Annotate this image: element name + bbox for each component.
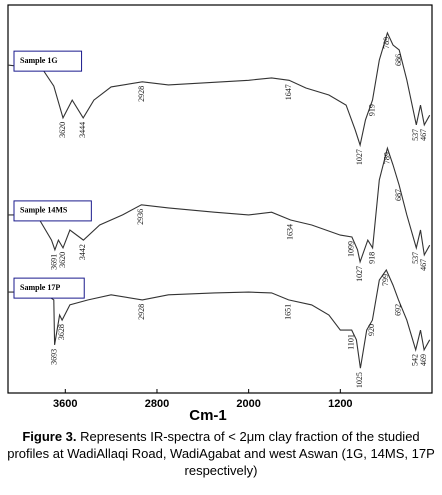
x-tick-label: 2800: [145, 398, 169, 410]
peak-label: 789: [382, 37, 391, 49]
peak-label: 3444: [78, 122, 87, 138]
peak-label: 3693: [49, 349, 58, 365]
legend-box: [13, 200, 92, 222]
peak-label: 1651: [283, 304, 292, 320]
peak-label: 542: [411, 354, 420, 366]
peak-label: 919: [367, 104, 376, 116]
peak-label: 1025: [355, 372, 364, 388]
caption-label: Figure 3.: [22, 429, 77, 444]
spectrum-line: [7, 31, 431, 148]
peak-label: 1027: [355, 149, 364, 165]
peak-label: 2928: [137, 304, 146, 320]
x-tick-label: 1200: [328, 398, 352, 410]
peak-label: 537: [411, 129, 420, 141]
x-tick-label: 3600: [53, 398, 77, 410]
caption: Figure 3. Represents IR-spectra of < 2μm…: [6, 428, 436, 479]
peak-label: 687: [394, 189, 403, 201]
peak-label: 1101: [346, 334, 355, 350]
peak-label: 3620: [58, 122, 67, 138]
legend-box: [13, 50, 83, 72]
chart: Cm-1 3600 2800 2000 1200 Sample 1G 3620 3444 29…: [7, 4, 433, 424]
legend-label: Sample 14MS: [20, 206, 68, 215]
legend-box: [13, 277, 85, 299]
peak-label: 2928: [137, 86, 146, 102]
peak-label: 2936: [136, 209, 145, 225]
spectrum-line: [8, 268, 431, 369]
peak-label: 692: [393, 304, 402, 316]
peak-label: 3628: [57, 324, 66, 340]
x-axis-label: Cm-1: [189, 407, 227, 424]
peak-label: 467: [419, 129, 428, 141]
peak-label: 469: [419, 354, 428, 366]
peak-label: 537: [411, 252, 420, 264]
peak-label: 799: [381, 274, 390, 286]
peak-label: 789: [382, 152, 391, 164]
spectrum-line: [8, 146, 431, 264]
peak-label: 920: [367, 324, 376, 336]
plot-frame: [7, 4, 433, 394]
peak-label: 1647: [284, 84, 293, 100]
legend-label: Sample 1G: [20, 56, 58, 65]
peak-label: 1099: [347, 241, 356, 257]
caption-text: Represents IR-spectra of < 2μm clay frac…: [7, 429, 435, 478]
peak-label: 3620: [58, 252, 67, 268]
peak-label: 1634: [285, 224, 294, 240]
peak-label: 686: [394, 54, 403, 66]
peak-label: 467: [419, 259, 428, 271]
x-tick-label: 2000: [236, 398, 260, 410]
peak-label: 918: [367, 252, 376, 264]
peak-label: 3442: [78, 244, 87, 260]
peak-label: 3691: [50, 254, 59, 270]
peak-label: 1027: [355, 266, 364, 282]
legend-label: Sample 17P: [20, 283, 60, 292]
